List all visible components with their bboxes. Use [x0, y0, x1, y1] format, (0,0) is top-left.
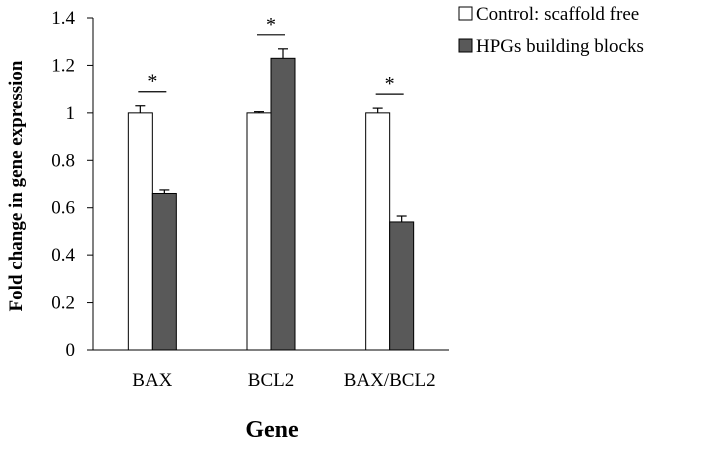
- y-tick-label: 1.4: [51, 8, 75, 29]
- y-tick-label: 0.6: [51, 198, 75, 219]
- bar-hpgs-2: [389, 221, 415, 351]
- x-tick-label: BCL2: [248, 370, 294, 391]
- significance-marker: *: [266, 14, 276, 36]
- y-axis: 0 0.2 0.4 0.6 0.8 1 1.2 1.4: [51, 8, 94, 361]
- legend-swatch-0: [458, 6, 473, 21]
- y-tick-label: 1: [66, 103, 76, 124]
- legend: Control: scaffold free HPGs building bloc…: [458, 4, 644, 57]
- x-tick-label: BAX/BCL2: [344, 370, 436, 391]
- significance-marker: *: [385, 73, 395, 95]
- bar-hpgs-0: [151, 192, 177, 351]
- legend-label-1: HPGs building blocks: [476, 36, 644, 57]
- y-tick-label: 0.4: [51, 245, 75, 266]
- x-axis: BAX BCL2 BAX/BCL2: [93, 349, 449, 391]
- significance-marker: *: [147, 71, 157, 93]
- legend-label-0: Control: scaffold free: [476, 4, 639, 25]
- bar-control-2: [365, 112, 391, 351]
- y-tick-label: 0: [66, 340, 76, 361]
- y-tick-label: 0.8: [51, 150, 75, 171]
- x-axis-title: Gene: [245, 417, 299, 443]
- y-tick-label: 0.2: [51, 293, 75, 314]
- y-axis-title: Fold change in gene expression: [6, 60, 27, 311]
- bar-control-0: [127, 112, 153, 351]
- y-tick-label: 1.2: [51, 55, 75, 76]
- bar-hpgs-1: [270, 57, 296, 351]
- x-tick-label: BAX: [132, 370, 172, 391]
- legend-swatch-1: [458, 38, 473, 53]
- bar-control-1: [246, 112, 272, 351]
- bars: * * *: [127, 14, 415, 351]
